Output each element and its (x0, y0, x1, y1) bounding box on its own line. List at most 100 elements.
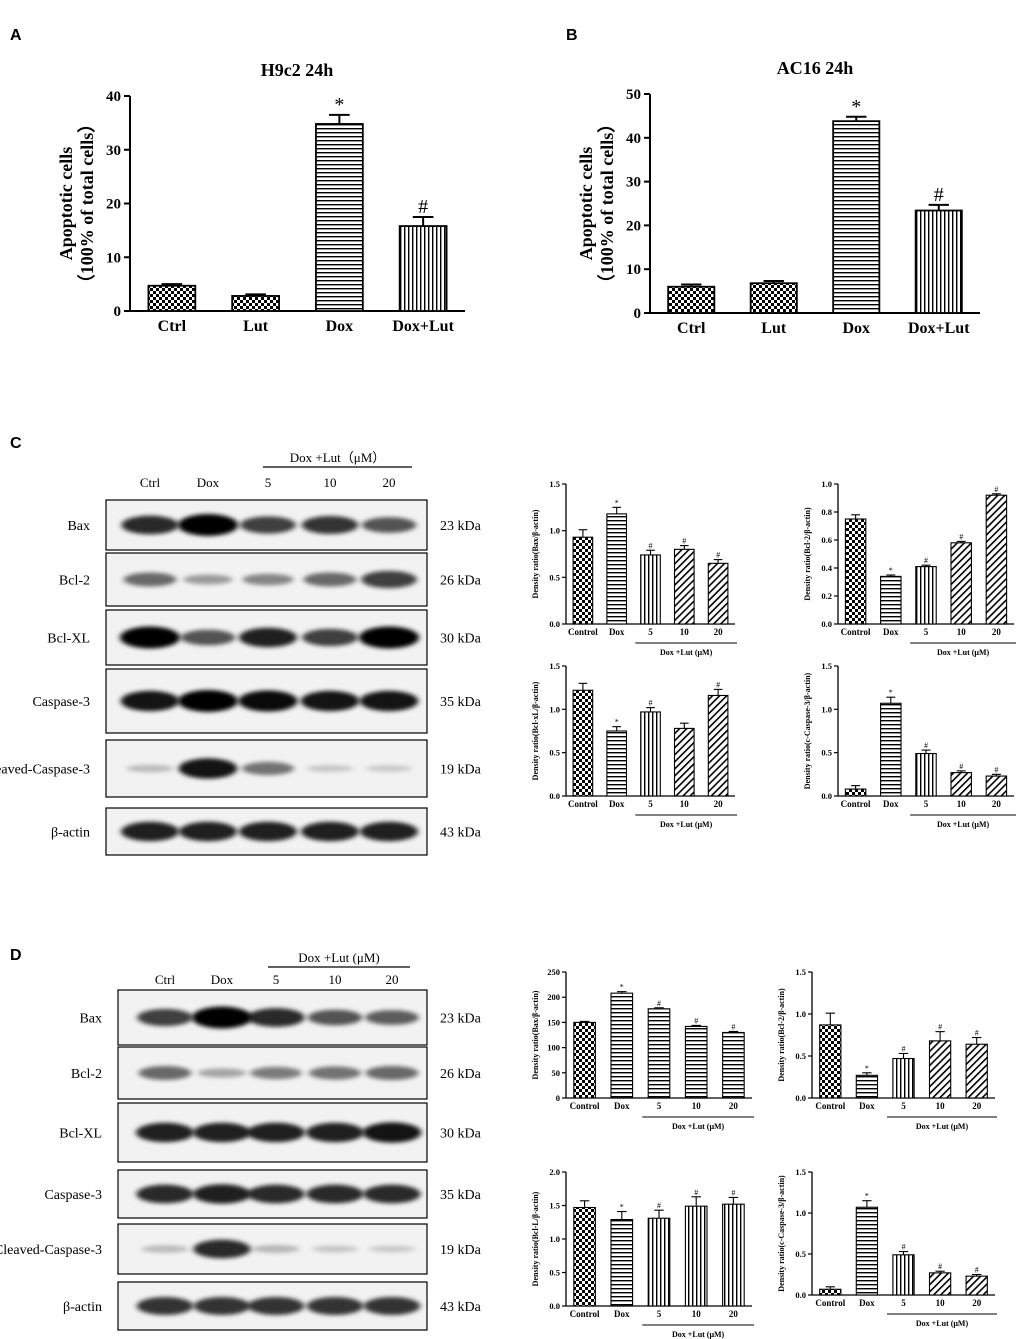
bar (928, 1040, 952, 1099)
bar (965, 1275, 988, 1296)
x-tick-label: Dox+Lut (908, 320, 970, 337)
x-tick-label: Dox (609, 799, 625, 809)
chart-a: 0 10 20 30 40 Apoptotic cells （100% of total c… (56, 60, 465, 335)
y-tick-label: 50 (552, 1068, 561, 1078)
bar (610, 992, 634, 1099)
chart-title: AC16 24h (777, 58, 854, 78)
bar (892, 1254, 915, 1296)
significance-mark: * (334, 94, 344, 116)
x-tick-label: Ctrl (158, 318, 187, 335)
bar (928, 1272, 952, 1296)
x-tick-label: Lut (243, 318, 269, 335)
blot-band (180, 629, 236, 646)
lane-label: Dox (211, 972, 234, 987)
blot-band (136, 1297, 194, 1315)
bar (647, 1008, 671, 1099)
significance-mark: * (865, 1064, 869, 1073)
bar (749, 282, 798, 314)
x-tick-label: 20 (714, 627, 724, 637)
x-tick-label: 10 (957, 627, 967, 637)
significance-mark: # (902, 1243, 906, 1252)
x-tick-label: 5 (924, 799, 929, 809)
blot-label: Bax (67, 519, 90, 534)
y-tick-label: 1.0 (795, 1208, 806, 1218)
y-tick-label: 0.5 (795, 1051, 806, 1061)
blot-row: Bcl-XL 30 kDa (47, 609, 482, 666)
blot-band (359, 626, 419, 649)
x-tick-label: Dox+Lut (392, 318, 454, 335)
y-tick-label: 0.0 (549, 791, 560, 801)
x-tick-label: 20 (992, 627, 1002, 637)
blot-band (183, 574, 233, 585)
y-tick-label: 0.5 (549, 572, 560, 582)
bar (640, 554, 661, 625)
group-label: Dox +Lut (μM) (672, 1122, 725, 1131)
y-axis-label-2: （100% of total cells） (597, 115, 617, 292)
x-tick-label: 20 (729, 1309, 739, 1319)
y-tick-label: 250 (547, 967, 560, 977)
significance-mark: # (694, 1016, 698, 1025)
blot-band (178, 758, 238, 779)
y-axis-label: Density ratio(Bax/β-actin) (531, 990, 540, 1079)
lane-label: 10 (324, 475, 337, 490)
blot-band (238, 690, 298, 712)
molecular-weight-label: 26 kDa (440, 574, 482, 589)
blot-band (368, 1245, 416, 1253)
blot-row: Bcl-2 26 kDa (59, 552, 482, 607)
x-tick-label: 20 (714, 799, 724, 809)
molecular-weight-label: 35 kDa (440, 695, 482, 710)
blot-band (121, 821, 179, 842)
x-tick-label: 5 (657, 1101, 662, 1111)
y-tick-label: 200 (547, 992, 560, 1002)
chart-d4: 0.0 0.5 1.0 1.5 Density ratio(c-Caspase-3/β-… (777, 1167, 997, 1328)
significance-mark: # (657, 999, 661, 1008)
blot-band (306, 1122, 364, 1143)
bar (673, 548, 695, 625)
y-tick-label: 0.5 (549, 1268, 560, 1278)
x-tick-label: Dox (609, 627, 625, 637)
bar (855, 1074, 879, 1099)
x-tick-label: Dox (842, 320, 870, 337)
bar (855, 1206, 879, 1296)
blot-band (193, 1122, 251, 1143)
blot-label: Bcl-XL (59, 1127, 102, 1142)
significance-mark: * (889, 566, 893, 575)
y-tick-label: 1.0 (549, 526, 560, 536)
y-tick-label: 20 (106, 197, 121, 213)
bar (606, 730, 628, 797)
significance-mark: # (657, 1201, 661, 1210)
blot-row: Cleaved-Caspase-3 19 kDa (0, 1223, 482, 1275)
significance-mark: * (851, 96, 861, 118)
group-label: Dox +Lut (μM) (672, 1330, 725, 1339)
bar (950, 772, 972, 797)
blot-row: Cleaved-Caspase-3 19 kDa (0, 739, 482, 798)
blot-band (311, 1245, 359, 1253)
significance-mark: # (934, 184, 944, 206)
group-label: Dox +Lut (μM) (916, 1122, 969, 1131)
y-tick-label: 1.0 (821, 704, 832, 714)
chart-c1: 0.0 0.5 1.0 1.5 Density ratio(Bax/β-actin) Co… (531, 479, 737, 657)
western-blot-d: Ctrl Dox 5 10 20 Dox +Lut (μM) Bax 23 kDa Bcl-2 2… (0, 950, 482, 1331)
chart-c3: 0.0 0.5 1.0 1.5 Density ratio(Bcl-xL/β-actin… (531, 661, 737, 829)
blot-band (308, 1066, 362, 1080)
y-tick-label: 0.5 (795, 1249, 806, 1259)
x-tick-label: 5 (648, 627, 653, 637)
significance-mark: * (620, 1203, 624, 1212)
blot-band (178, 690, 238, 712)
x-tick-label: Control (815, 1101, 845, 1111)
blot-band (136, 1122, 194, 1143)
x-tick-label: Dox (883, 627, 899, 637)
blot-band (123, 572, 177, 587)
bar (315, 123, 364, 312)
blot-label: Bcl-2 (59, 574, 90, 589)
significance-mark: * (865, 1192, 869, 1201)
y-axis-label: Density ratio(Bcl-2/β-actin) (777, 988, 786, 1082)
blot-band (359, 690, 419, 712)
significance-mark: # (716, 680, 720, 689)
bar (880, 575, 902, 625)
bar (398, 225, 448, 312)
bar (819, 1288, 842, 1296)
y-axis-label: Apoptotic cells (56, 147, 76, 260)
significance-mark: # (959, 532, 963, 541)
chart-d1: 0 50 100 150 200 250 Density ratio(Bax/β-actin… (531, 967, 754, 1131)
